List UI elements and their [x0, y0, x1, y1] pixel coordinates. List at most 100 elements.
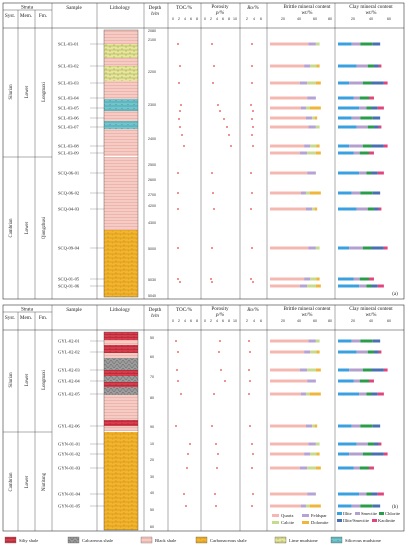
- mineral-bar-segment: [372, 424, 381, 428]
- mineral-bar-segment: [305, 392, 310, 396]
- mineral-bar-segment: [353, 277, 360, 281]
- mineral-bar-segment: [338, 96, 354, 100]
- mineral-bar-segment: [315, 246, 320, 250]
- mineral-bar-segment: [308, 125, 316, 129]
- panel-a-frame: [2, 2, 405, 300]
- mineral-bar-segment: [371, 492, 378, 496]
- mineral-bar-segment: [367, 207, 374, 211]
- mineral-bar-segment: [372, 339, 381, 343]
- sample-label: SCQ-09-04: [58, 246, 80, 251]
- header-strata-b: Strata: [21, 307, 34, 313]
- legend-siliceous-mudstone-swatch: [330, 536, 343, 544]
- header-brittle-b: Brittle mineral content: [284, 306, 332, 312]
- ro-tick: 2: [246, 319, 248, 323]
- mineral-bar-segment: [338, 207, 357, 211]
- panel-b-label: (b): [392, 505, 398, 510]
- sample-label: SCL-03-06: [58, 116, 79, 121]
- toc-tick: 8: [196, 319, 198, 323]
- mineral-bar-segment: [270, 81, 300, 85]
- mineral-bar-segment: [304, 350, 311, 354]
- toc-tick: 4: [184, 319, 186, 323]
- porosity-tick: 0: [204, 17, 206, 21]
- mineral-bar-segment: [349, 246, 363, 250]
- header-mem: Mem.: [20, 13, 32, 19]
- sample-label: SCL-03-09: [58, 151, 79, 156]
- depth-tick: 20: [150, 458, 154, 462]
- header-syst-b: Syst.: [5, 315, 15, 321]
- fm-upper-b: Longmaxi: [42, 369, 47, 389]
- mineral-bar-segment: [312, 207, 315, 211]
- mineral-bar-segment: [338, 504, 352, 508]
- mineral-bar-segment: [360, 42, 373, 46]
- ro-tick: 6: [260, 319, 262, 323]
- mineral-bar-segment: [373, 442, 379, 446]
- sample-labels-b: GYL-02-01 GYL-02-02 GYL-02-03 GYL-02-04 …: [58, 339, 81, 509]
- toc-points-a: [177, 43, 185, 283]
- depth-tick: 2100: [148, 38, 156, 42]
- mineral-bar-segment: [304, 144, 311, 148]
- mineral-bar-segment: [359, 466, 369, 470]
- legend-dolomite: Dolomite: [311, 520, 328, 525]
- mineral-bar-segment: [309, 106, 321, 110]
- mineral-bar-segment: [369, 277, 374, 281]
- mineral-bar-segment: [316, 277, 320, 281]
- brittle-tick: 80: [328, 17, 332, 21]
- mineral-bar-segment: [369, 96, 374, 100]
- mineral-bar-segment: [369, 151, 374, 155]
- mineral-bar-segment: [351, 191, 361, 195]
- legend-swatch-kaolinite: [372, 519, 377, 522]
- header-fm: Fm.: [39, 13, 47, 19]
- depth-tick: 5030: [148, 278, 156, 282]
- depth-ticks-b: 50 60 70 80 90 10 20 30 40 50 60: [150, 336, 154, 529]
- mineral-bar-segment: [310, 452, 317, 456]
- mineral-bar-segment: [299, 368, 308, 372]
- mineral-bar-segment: [367, 442, 374, 446]
- mineral-bar-segment: [359, 492, 367, 496]
- porosity-tick: 4: [216, 17, 218, 21]
- ro-points-a: [250, 43, 254, 283]
- mineral-bar-segment: [371, 81, 384, 85]
- brittle-scale-a: 20 40 60 80: [281, 17, 332, 21]
- sample-label: SCQ-01-05: [58, 277, 80, 282]
- mineral-bar-segment: [270, 350, 305, 354]
- mineral-bar-segment: [309, 504, 321, 508]
- mineral-bar-segment: [305, 106, 310, 110]
- legend-feldspar: Feldspar: [311, 513, 327, 518]
- legend-silty-shale-swatch: [4, 536, 17, 544]
- depth-tick: 2500: [148, 163, 156, 167]
- mineral-bar-segment: [359, 392, 367, 396]
- sample-label: GYL-02-01: [58, 339, 80, 344]
- clay-bars-b: [338, 339, 388, 508]
- sample-label: GYN-01-05: [58, 504, 81, 509]
- toc-tick: 0: [172, 319, 174, 323]
- depth-tick: 60: [150, 355, 154, 359]
- porosity-tick: 2: [210, 17, 212, 21]
- legend-illite: Illite: [343, 511, 352, 516]
- mineral-bar-segment: [367, 350, 374, 354]
- fm-lower-b: Niutitang: [42, 472, 47, 491]
- ro-scale-a: 2 4 6: [246, 17, 262, 21]
- toc-points-b: [175, 340, 191, 507]
- mineral-bar-segment: [359, 277, 369, 281]
- toc-scale-a: 0 2 4 6 8: [172, 17, 198, 21]
- header-mem-b: Mem.: [20, 315, 32, 321]
- sample-label: SCQ-06-02: [58, 191, 80, 196]
- legend-kaolinite: Kaolinite: [378, 518, 395, 523]
- mineral-bar-segment: [371, 106, 378, 110]
- panel-a: Strata Syst. Mem. Fm. Sample Lithology D…: [2, 2, 405, 300]
- header-clay-unit: wt/%: [366, 10, 378, 16]
- header-lithology: Lithology: [110, 5, 131, 11]
- mineral-bar-segment: [360, 424, 373, 428]
- mineral-bar-segment: [338, 442, 357, 446]
- header-depth: Depth: [149, 5, 162, 11]
- mineral-bar-segment: [362, 368, 372, 372]
- header-syst: Syst.: [5, 13, 15, 19]
- porosity-tick: 0: [204, 319, 206, 323]
- mineral-bar-segment: [315, 81, 321, 85]
- mineral-bar-segment: [270, 116, 306, 120]
- mineral-bar-segment: [373, 125, 379, 129]
- mineral-bar-segment: [270, 424, 306, 428]
- mineral-bar-segment: [338, 466, 354, 470]
- mineral-bar-segment: [359, 171, 367, 175]
